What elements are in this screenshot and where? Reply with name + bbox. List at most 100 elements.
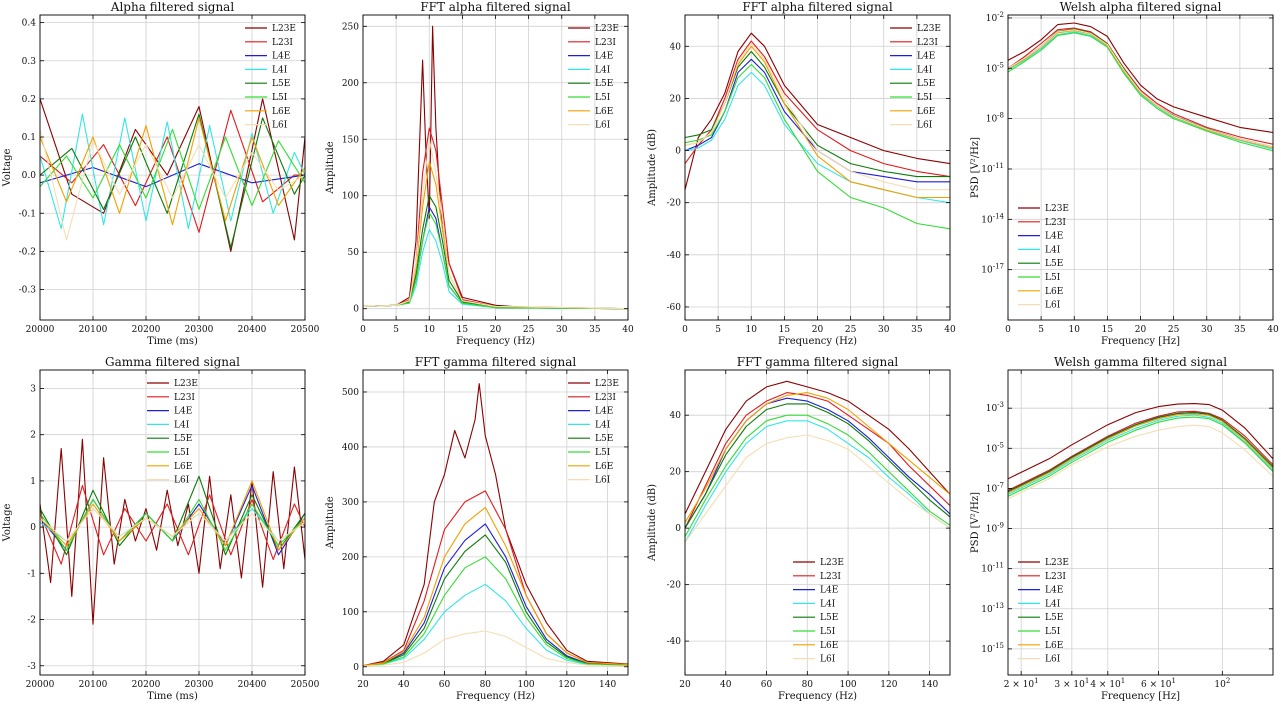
y-tick-exponent: -15 <box>993 642 1004 650</box>
series-line-L23E <box>40 98 305 252</box>
x-tick-label: 30 <box>878 325 890 335</box>
legend-label-L5E: L5E <box>917 79 935 89</box>
subplot-title: FFT alpha filtered signal <box>742 0 893 14</box>
legend-label-L6E: L6E <box>272 107 290 117</box>
x-axis-label: Time (ms) <box>147 336 198 347</box>
y-tick-label: -0.3 <box>19 286 37 296</box>
x-tick-label: 30 <box>1201 325 1213 335</box>
y-tick-label: 10-5 <box>986 61 1004 74</box>
axes-frame <box>1007 369 1274 676</box>
legend-label-L23E: L23E <box>820 558 844 568</box>
y-tick-label: 150 <box>342 135 359 145</box>
x-tick-label: 20 <box>1135 325 1147 335</box>
series-line-L4I <box>1008 414 1273 495</box>
series-line-L5I <box>1008 32 1273 152</box>
legend: L23E L23I L4E L4I L5E L5I L6E L6I <box>1018 204 1069 311</box>
x-tick-label: 20200 <box>132 680 161 690</box>
subplot-title: FFT gamma filtered signal <box>415 355 577 369</box>
y-tick-label: 10-3 <box>986 401 1004 414</box>
y-tick-exponent: -3 <box>997 401 1004 409</box>
series-line-L4E <box>363 523 628 667</box>
x-tick-label: 25 <box>523 325 535 335</box>
x-tick-label: 35 <box>911 325 923 335</box>
legend-label-L5E: L5E <box>174 434 192 444</box>
legend-label-L5I: L5I <box>595 93 611 103</box>
series-group <box>40 98 305 252</box>
legend-label-L4E: L4E <box>272 52 290 62</box>
x-tick-label: 2 × 101 <box>1004 677 1039 690</box>
x-tick-label: 80 <box>802 680 814 690</box>
y-tick-label: -0.2 <box>19 247 36 257</box>
y-tick-label: 10-8 <box>986 112 1004 125</box>
y-tick-label: 200 <box>342 79 359 89</box>
y-tick-exponent: -7 <box>997 481 1004 489</box>
series-group <box>363 25 628 310</box>
x-axis-label: Frequency (Hz) <box>778 691 857 702</box>
y-tick-label: 1 <box>30 477 36 487</box>
y-tick-label: 50 <box>348 248 360 258</box>
y-tick-label: 400 <box>342 443 359 453</box>
legend-label-L4E: L4E <box>595 407 613 417</box>
y-tick-label: 200 <box>342 553 359 563</box>
y-tick-exponent: -17 <box>993 263 1004 271</box>
y-tick-label: -2 <box>27 616 36 626</box>
legend-label-L4I: L4I <box>917 65 933 75</box>
series-line-L4E <box>40 163 305 188</box>
legend-label-L4I: L4I <box>820 599 836 609</box>
x-tick-label: 20500 <box>291 680 320 690</box>
x-tick-label: 5 <box>715 325 721 335</box>
x-tick-label: 60 <box>761 680 773 690</box>
legend: L23E L23I L4E L4I L5E L5I L6E L6I <box>147 379 198 486</box>
legend-label-L4I: L4I <box>1045 599 1061 609</box>
legend: L23E L23I L4E L4I L5E L5I L6E L6I <box>890 24 941 131</box>
x-tick-label: 10 <box>1069 325 1081 335</box>
y-tick-label: 300 <box>342 498 359 508</box>
x-tick-exponent: 2 <box>1226 677 1230 685</box>
x-tick-label: 10 <box>746 325 758 335</box>
series-line-L4E <box>685 397 950 529</box>
y-tick-label: -1 <box>27 569 36 579</box>
x-tick-exponent: 1 <box>1171 677 1175 685</box>
series-line-L23E <box>1008 22 1273 134</box>
x-tick-label: 20400 <box>238 325 267 335</box>
x-tick-label: 20 <box>812 325 824 335</box>
y-tick-label: 20 <box>670 94 682 104</box>
legend-label-L6E: L6E <box>174 462 192 472</box>
x-tick-label: 40 <box>720 680 732 690</box>
legend-label-L23I: L23I <box>820 572 841 582</box>
legend: L23E L23I L4E L4I L5E L5I L6E L6I <box>1018 558 1069 665</box>
x-tick-exponent: 1 <box>1034 677 1038 685</box>
series-line-L23I <box>363 127 628 310</box>
legend-label-L4I: L4I <box>1045 245 1061 255</box>
x-tick-label: 5 <box>1038 325 1044 335</box>
series-line-L5E <box>1008 412 1273 492</box>
y-tick-label: 40 <box>670 42 682 52</box>
x-tick-label: 0 <box>1005 325 1011 335</box>
x-tick-label: 20200 <box>132 325 161 335</box>
series-line-L23I <box>1008 410 1273 491</box>
x-axis-label: Frequency (Hz) <box>456 336 535 347</box>
x-tick-label: 20 <box>490 325 502 335</box>
series-line-L6I <box>1008 29 1273 148</box>
legend-label-L6E: L6E <box>595 107 613 117</box>
y-tick-label: 0 <box>353 305 359 315</box>
x-tick-label: 35 <box>1234 325 1246 335</box>
series-line-L23I <box>40 109 305 233</box>
legend-label-L6E: L6E <box>595 462 613 472</box>
series-line-L23I <box>363 490 628 667</box>
series-line-L23E <box>40 438 305 625</box>
x-tick-label: 20000 <box>26 325 55 335</box>
legend-label-L6E: L6E <box>820 641 838 651</box>
x-tick-label: 20500 <box>291 325 320 335</box>
series-group <box>1008 22 1273 152</box>
series-line-L5E <box>363 195 628 310</box>
series-line-L6E <box>1008 413 1273 494</box>
legend: L23E L23I L4E L4I L5E L5I L6E L6I <box>568 379 619 486</box>
series-line-L6E <box>685 392 950 523</box>
subplot-title: Welsh gamma filtered signal <box>1054 355 1227 369</box>
series-line-L5E <box>40 113 305 249</box>
series-line-L23E <box>685 380 950 515</box>
series-group <box>1008 403 1273 500</box>
y-tick-label: 10-17 <box>981 263 1004 276</box>
series-line-L4I <box>40 113 305 230</box>
